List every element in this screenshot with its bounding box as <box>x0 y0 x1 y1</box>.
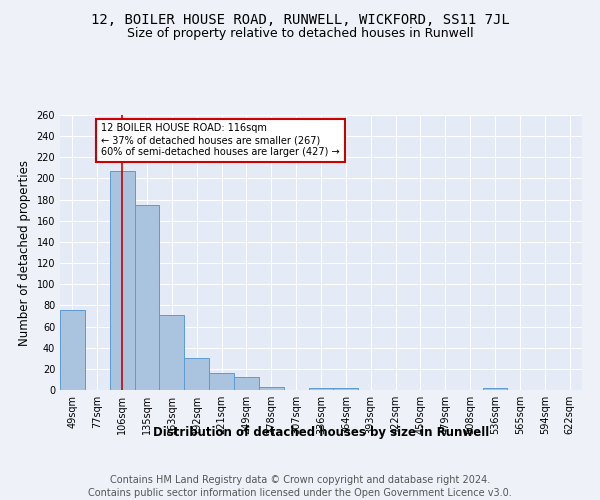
Text: Size of property relative to detached houses in Runwell: Size of property relative to detached ho… <box>127 28 473 40</box>
Text: 12, BOILER HOUSE ROAD, RUNWELL, WICKFORD, SS11 7JL: 12, BOILER HOUSE ROAD, RUNWELL, WICKFORD… <box>91 12 509 26</box>
Text: Contains HM Land Registry data © Crown copyright and database right 2024.: Contains HM Land Registry data © Crown c… <box>110 475 490 485</box>
Bar <box>60 310 85 390</box>
Text: Contains public sector information licensed under the Open Government Licence v3: Contains public sector information licen… <box>88 488 512 498</box>
Bar <box>134 205 160 390</box>
Bar <box>209 373 234 390</box>
Bar <box>110 171 134 390</box>
Bar <box>259 387 284 390</box>
Bar <box>234 378 259 390</box>
Bar <box>482 388 508 390</box>
Bar <box>184 358 209 390</box>
Text: 12 BOILER HOUSE ROAD: 116sqm
← 37% of detached houses are smaller (267)
60% of s: 12 BOILER HOUSE ROAD: 116sqm ← 37% of de… <box>101 124 340 156</box>
Y-axis label: Number of detached properties: Number of detached properties <box>18 160 31 346</box>
Bar <box>334 388 358 390</box>
Text: Distribution of detached houses by size in Runwell: Distribution of detached houses by size … <box>153 426 489 439</box>
Bar <box>160 315 184 390</box>
Bar <box>308 388 334 390</box>
